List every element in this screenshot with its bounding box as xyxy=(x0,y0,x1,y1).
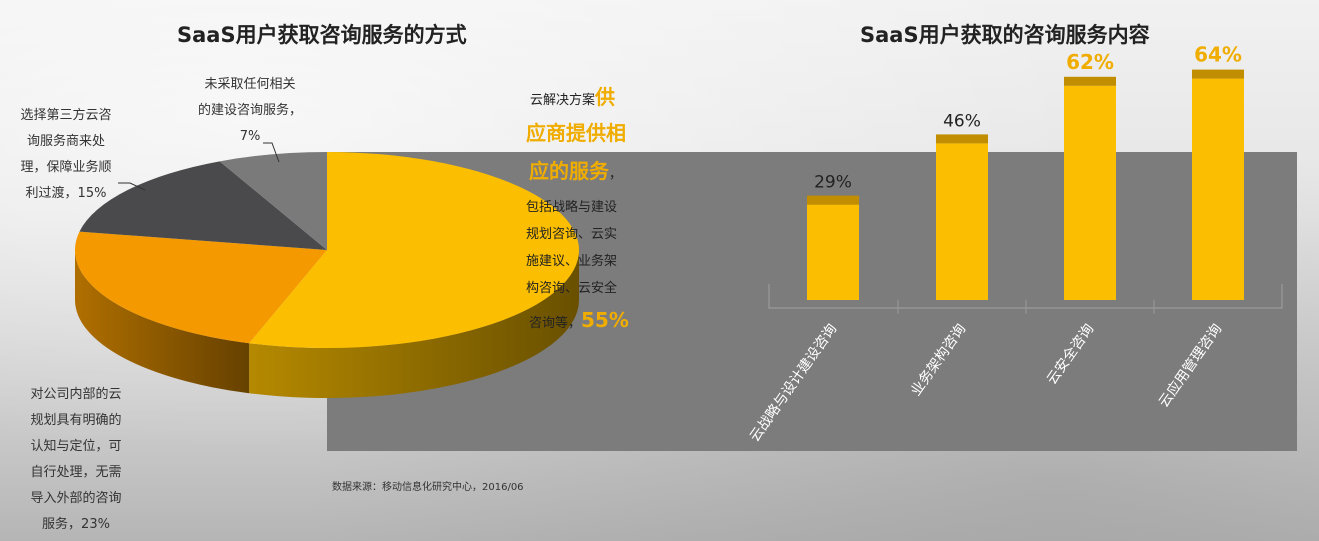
bar-category-label-0: 云战略与设计建设咨询 xyxy=(747,321,840,445)
pie-side-0 xyxy=(249,250,579,398)
pie-label-internal: 对公司内部的云 规划具有明确的 认知与定位，可 自行处理，无需 导入外部的咨询 … xyxy=(30,387,122,532)
bar-2 xyxy=(1064,85,1116,300)
bar-cap-2 xyxy=(1064,76,1116,86)
pie-side-1 xyxy=(75,250,250,394)
pie-slice-1 xyxy=(75,231,328,344)
bar-category-label-1: 业务架构咨询 xyxy=(908,321,969,399)
bar-value-label-2: 62% xyxy=(1066,50,1114,74)
pie-label-third-party: 选择第三方云咨 询服务商来处 理，保障业务顺 利过渡，15% xyxy=(20,108,112,201)
bar-value-label-1: 46% xyxy=(943,111,981,131)
left-chart-title: SaaS用户获取咨询服务的方式 xyxy=(177,23,467,47)
pie-slice-0 xyxy=(249,152,579,348)
pie-chart xyxy=(75,142,579,398)
data-source: 数据来源：移动信息化研究中心，2016/06 xyxy=(332,482,524,493)
bar-category-label-3: 云应用管理咨询 xyxy=(1155,321,1225,411)
bar-3 xyxy=(1192,78,1244,300)
leader-line-none xyxy=(263,142,280,163)
leader-line-third-party xyxy=(118,182,146,191)
bar-1 xyxy=(936,143,988,300)
bar-cap-0 xyxy=(807,195,859,205)
pie-slice-3 xyxy=(219,152,327,250)
pie-slice-2 xyxy=(79,161,327,250)
bar-cap-1 xyxy=(936,134,988,144)
bar-0 xyxy=(807,204,859,300)
pie-label-none: 未采取任何相关 的建设咨询服务， 7% xyxy=(197,77,302,144)
bar-value-label-0: 29% xyxy=(814,173,852,193)
bar-cap-3 xyxy=(1192,69,1244,79)
right-chart-title: SaaS用户获取的咨询服务内容 xyxy=(860,23,1150,47)
bar-category-label-2: 云安全咨询 xyxy=(1043,321,1097,388)
pie-label-vendor: 云解决方案供 应商提供相 应的服务， 包括战略与建设 规划咨询、云实 施建议、业… xyxy=(526,85,629,332)
bar-value-label-3: 64% xyxy=(1194,43,1242,67)
